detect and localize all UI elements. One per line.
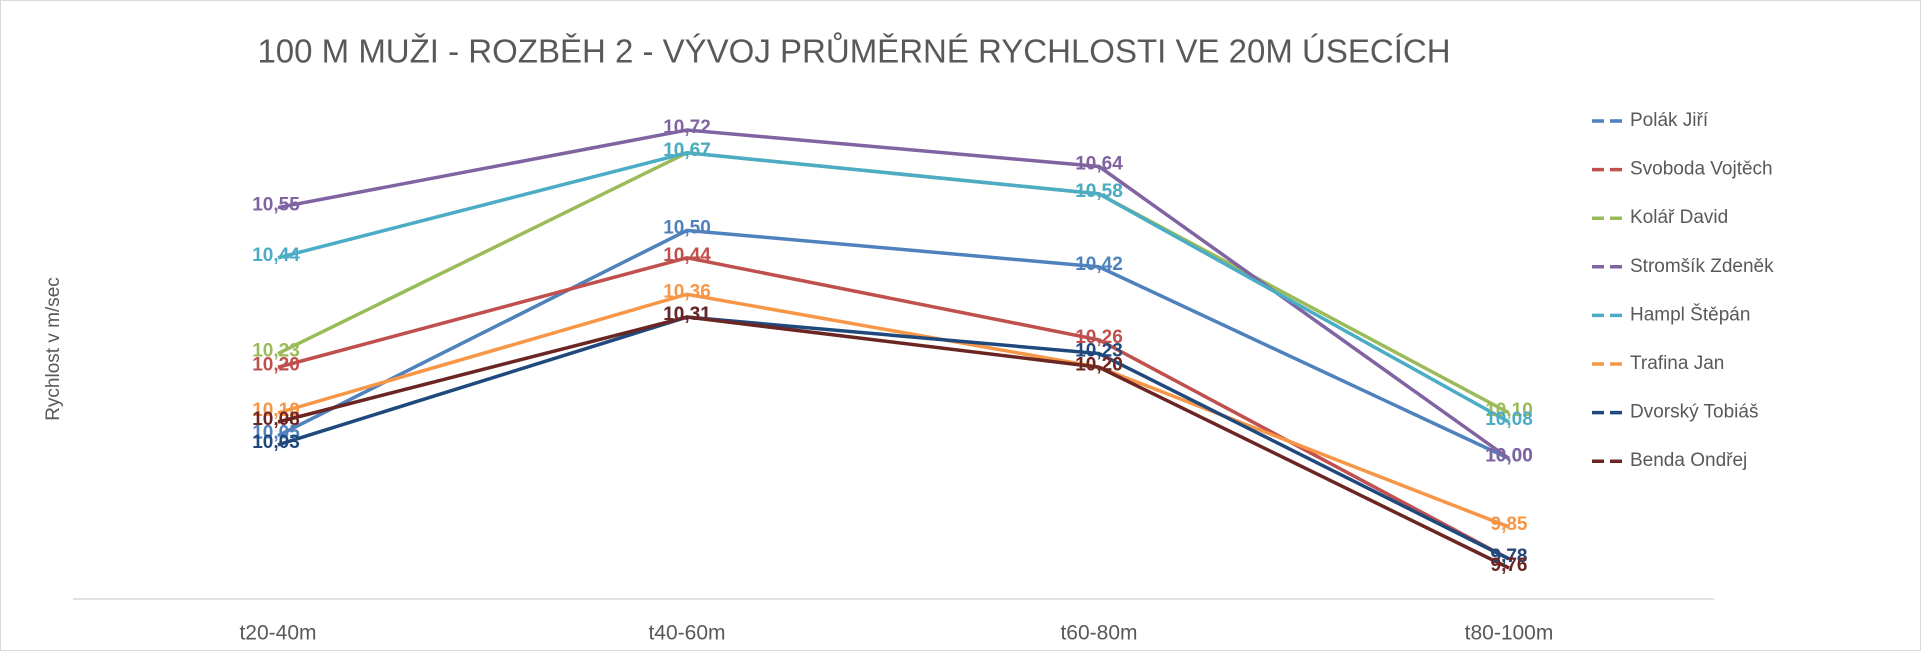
data-label: 10,31: [663, 304, 711, 325]
data-label: 10,10: [252, 400, 300, 421]
data-label: 10,36: [663, 281, 711, 302]
series-line: [277, 315, 1510, 570]
legend-label: Dvorský Tobiáš: [1630, 402, 1758, 423]
series-line: [277, 255, 1510, 561]
data-label: 9,85: [1491, 514, 1528, 535]
legend-label: Hampl Štěpán: [1630, 303, 1750, 325]
series-line: [277, 151, 1510, 424]
data-label: 10,72: [663, 117, 711, 138]
data-label: 10,50: [663, 217, 711, 238]
data-label: 10,00: [1485, 446, 1533, 467]
data-label: 10,58: [1075, 181, 1123, 202]
data-label: 10,44: [252, 245, 300, 266]
data-label: 10,10: [1485, 400, 1533, 421]
x-tick-label: t80-100m: [1465, 622, 1554, 645]
legend-label: Svoboda Vojtěch: [1630, 159, 1773, 180]
data-label: 9,76: [1491, 555, 1528, 576]
data-label: 10,23: [252, 341, 300, 362]
data-label: 10,20: [1075, 354, 1123, 375]
x-tick-label: t60-80m: [1060, 622, 1137, 645]
chart-title: 100 M MUŽI - ROZBĚH 2 - VÝVOJ PRŮMĚRNÉ R…: [257, 32, 1450, 70]
series-line: [277, 315, 1510, 561]
data-label: 10,42: [1075, 254, 1123, 275]
series-line: [277, 228, 1510, 461]
data-label: 10,03: [252, 432, 300, 453]
data-label: 9,78: [1491, 546, 1528, 567]
legend-label: Trafina Jan: [1630, 353, 1724, 374]
data-label: 9,78: [1491, 546, 1528, 567]
legend-label: Kolář David: [1630, 207, 1728, 228]
series-line: [277, 128, 1511, 460]
data-label: 10,58: [1075, 181, 1123, 202]
data-label: 10,20: [252, 354, 300, 375]
data-label: 10,20: [1075, 354, 1123, 375]
data-label: 10,44: [663, 245, 711, 266]
data-label: 10,67: [663, 140, 711, 161]
series-line: [277, 292, 1510, 529]
data-label: 10,31: [663, 304, 711, 325]
x-tick-label: t40-60m: [648, 622, 725, 645]
data-label: 10,55: [252, 195, 300, 216]
legend-label: Polák Jiří: [1630, 110, 1709, 131]
data-label: 10,08: [1485, 409, 1533, 430]
y-axis-label: Rychlost v m/sec: [43, 277, 64, 421]
x-tick-label: t20-40m: [239, 622, 316, 645]
data-label: 10,23: [1075, 341, 1123, 362]
data-label: 10,05: [252, 423, 300, 444]
legend-label: Stromšík Zdeněk: [1630, 256, 1774, 277]
data-label: 10,00: [1485, 446, 1533, 467]
data-label: 10,64: [1075, 154, 1123, 175]
data-label: 10,08: [252, 409, 300, 430]
data-label: 10,67: [663, 140, 711, 161]
legend-label: Benda Ondřej: [1630, 450, 1747, 471]
data-label: 10,26: [1075, 327, 1123, 348]
